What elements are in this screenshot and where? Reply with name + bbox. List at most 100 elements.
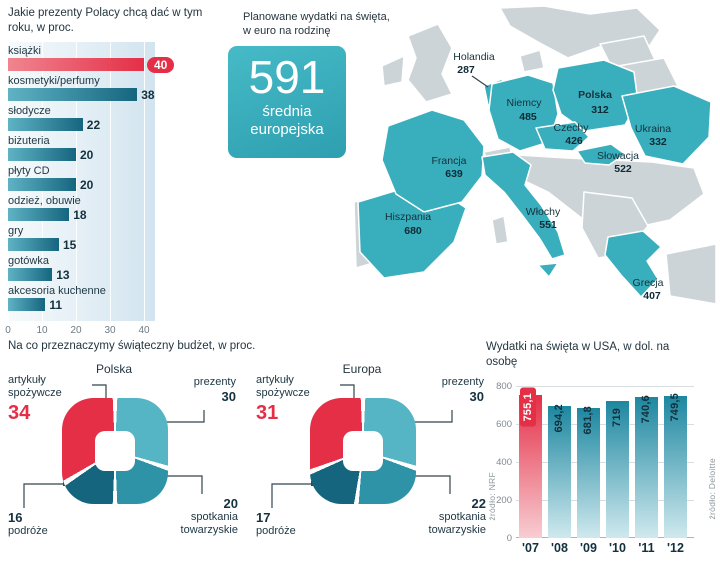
gift-bar [8,208,70,222]
axis-tick-label: 600 [496,419,512,430]
gift-bar-row: akcesoria kuchenne 11 [8,285,226,315]
usa-x-label: '09 [580,541,597,555]
segment-label: prezenty [193,376,236,388]
label-prezenty: prezenty 30 [194,376,236,404]
country-shape-francja [381,109,485,213]
gift-bar [8,298,46,312]
usa-x-label: '10 [609,541,626,555]
budget-section: Na co przeznaczymy świąteczny budżet, w … [8,340,486,572]
country-label-grecja-name: Grecja [633,277,664,289]
gift-bar [8,58,144,72]
source-nrf: źródło: NRF [487,472,497,521]
axis-tick-label: 20 [70,324,82,336]
map-title: Planowane wydatki na święta, w euro na r… [243,11,390,38]
segment-value: 30 [469,388,484,404]
gift-bar-value: 20 [80,177,94,192]
label-artykuly-spozywcze: artykuły spożywcze 34 [8,374,90,426]
country-label-ukraina-name: Ukraina [635,123,671,135]
label-spotkania-towarzyskie: 22 spotkania towarzyskie [394,496,486,537]
gift-bar-value: 22 [86,117,101,132]
country-shape-ukraina [621,85,712,165]
budget-donut-europa [310,398,416,504]
budget-chart-polska: Polska artykuły spożywcze 34 prezenty 30… [8,358,240,570]
europe-map-svg: Holandia 287 Niemcy 485 Polska 312 Czech… [353,5,717,305]
usa-x-label: '08 [551,541,568,555]
gift-bar-line: 13 [8,268,226,282]
label-prezenty: prezenty 30 [442,376,484,404]
gridline [144,41,145,321]
gift-bar-label: gotówka [8,254,49,267]
map-shape-denmark [519,49,545,73]
gift-bar-row: płyty CD 20 [8,165,226,195]
country-label-francja-value: 639 [445,168,463,180]
budget-polska-header: Polska [95,362,133,376]
gift-bar-row: książki 40 [8,45,226,75]
gift-bar-label: kosmetyki/perfumy [8,74,100,87]
gift-bar-value: 38 [141,87,155,102]
country-shape-slowacja [576,143,626,166]
gift-bar-line: 20 [8,148,226,162]
country-label-slowacja-name: Słowacja [597,150,639,162]
axis-tick-label: 0 [5,324,11,336]
gift-bar [8,148,76,162]
gridline [76,41,77,321]
map-shape-uk [407,23,453,103]
label-podroze: 16 podróże [8,510,48,538]
usa-x-label: '12 [667,541,684,555]
country-label-holandia-name: Holandia [453,51,495,63]
country-shape-wlochy [481,151,566,260]
usa-bar-value: 681,8 [582,405,594,435]
country-shape-sicily [537,262,559,278]
country-label-hiszpania-name: Hiszpania [385,211,431,223]
segment-value: 16 [8,510,23,525]
gift-bar-value: 13 [56,267,70,282]
segment-label: podróże [8,525,48,538]
gift-bar [8,238,59,252]
gift-bar-row: biżuteria 20 [8,135,226,165]
axis-tick-label: 30 [104,324,116,336]
gift-bar [8,178,76,192]
segment-label: spotkania towarzyskie [428,511,486,537]
usa-x-label: '07 [522,541,539,555]
gift-bar-value: 40 [147,56,175,73]
axis-tick-label: 200 [496,495,512,506]
country-label-niemcy-name: Niemcy [506,97,542,109]
gift-bar-label: płyty CD [8,164,50,177]
usa-chart-section: Wydatki na święta w USA, w dol. na osobę… [486,340,720,572]
axis-tick-label: 40 [138,324,150,336]
gifts-chart-section: Jakie prezenty Polacy chcą dać w tym rok… [5,6,226,344]
gridline [516,537,694,538]
gridline [516,500,694,501]
gift-bar-label: słodycze [8,104,51,117]
gift-bar-value: 18 [73,207,87,222]
country-label-holandia-value: 287 [457,64,475,76]
gifts-bar-chart: książki 40 kosmetyki/perfumy 38 słodycze 22 bi… [5,41,226,344]
gift-bar [8,88,138,102]
country-label-czechy-name: Czechy [553,122,589,134]
source-deloitte: źródło: Deloitte [707,458,717,520]
gift-bar-label: gry [8,224,24,237]
gift-bar-line: 18 [8,208,226,222]
budget-section-title: Na co przeznaczymy świąteczny budżet, w … [8,340,256,352]
gift-bar-row: gry 15 [8,225,226,255]
gift-bar-line: 20 [8,178,226,192]
usa-bar [577,408,600,538]
budget-donut-polska [62,398,168,504]
country-label-hiszpania-value: 680 [404,225,422,237]
gift-bar-label: akcesoria kuchenne [8,284,106,297]
gift-bar-value: 11 [49,297,63,312]
label-spotkania-towarzyskie: 20 spotkania towarzyskie [146,496,238,537]
segment-value: 31 [256,401,279,424]
segment-value: 30 [221,388,236,404]
usa-plot-area: 755,1 694,2 681,8 719 740,6 749,5 '07 '08 '09 '1… [516,386,694,555]
label-artykuly-spozywcze: artykuły spożywcze 31 [256,374,338,426]
country-shape-grecja [604,230,662,298]
usa-bar-value: 755,1 [520,388,536,427]
country-label-niemcy-value: 485 [519,111,537,123]
country-label-grecja-value: 407 [643,290,661,302]
country-label-slowacja-value: 522 [614,163,632,175]
country-label-ukraina-value: 332 [649,136,667,148]
gift-bar-line: 40 [8,56,226,73]
holandia-pointer-line [471,75,489,88]
